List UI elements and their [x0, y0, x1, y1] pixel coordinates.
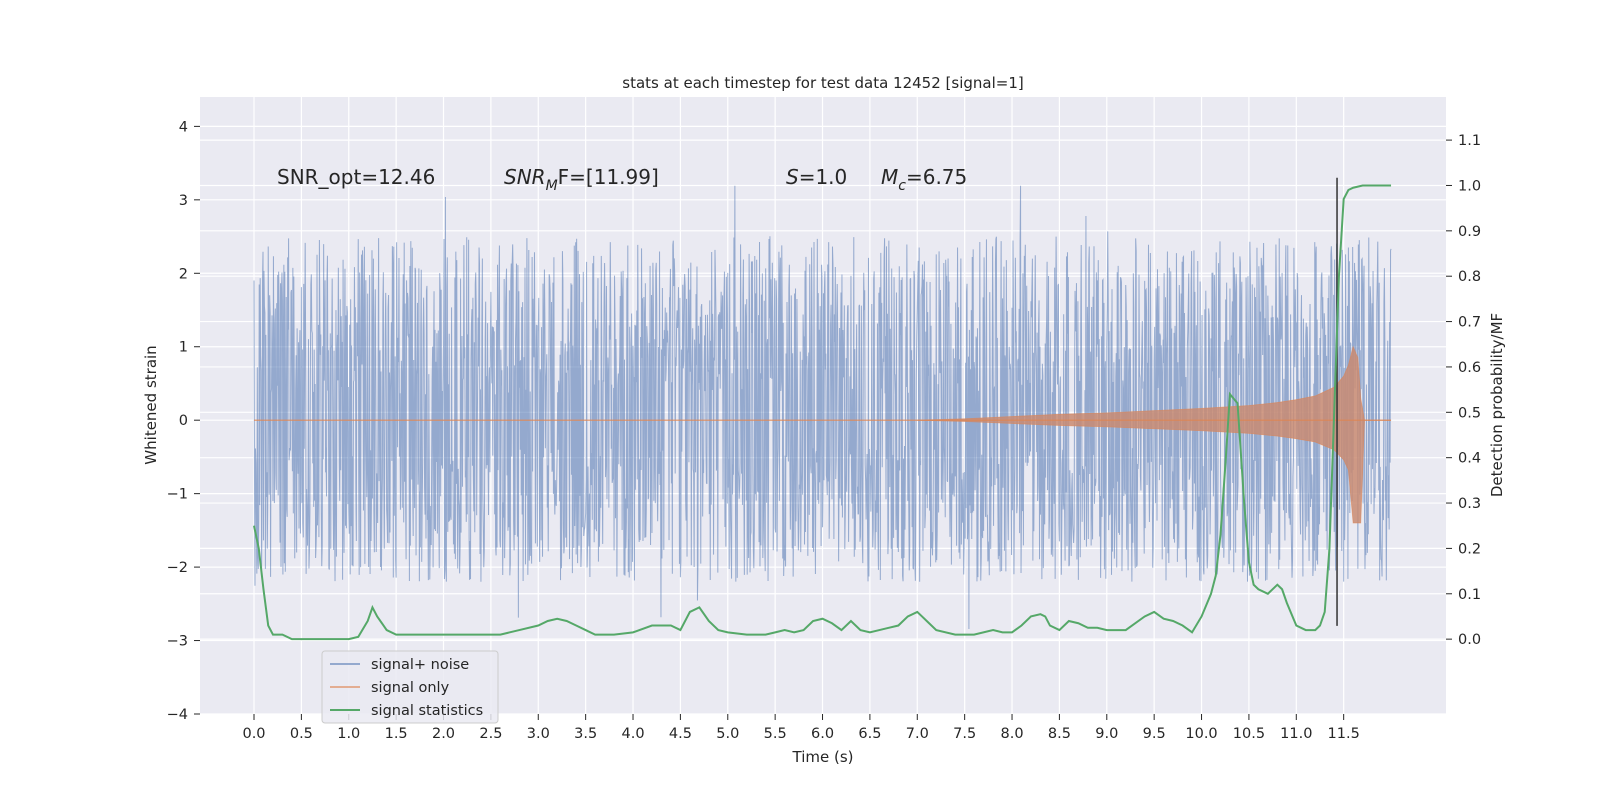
y2-tick-label: 0.8 [1458, 269, 1481, 285]
y2-tick-label: 0.7 [1458, 315, 1481, 331]
y-tick-label: 1 [179, 340, 188, 356]
x-tick-label: 2.0 [432, 726, 455, 742]
annotation-snr-mf-rest: F=[11.99] [558, 165, 659, 189]
annotation-snr-opt: SNR_opt=12.46 [277, 165, 435, 189]
y2-tick-label: 1.0 [1458, 178, 1481, 194]
chart-title: stats at each timestep for test data 124… [622, 74, 1023, 92]
annotation-mc-sub: c [898, 178, 906, 194]
y-tick-label: −1 [167, 487, 188, 503]
x-tick-label: 6.0 [811, 726, 834, 742]
x-tick-label: 10.0 [1185, 726, 1217, 742]
x-tick-label: 8.0 [1001, 726, 1024, 742]
x-tick-label: 1.5 [385, 726, 408, 742]
x-tick-label: 11.5 [1328, 726, 1360, 742]
series-area-signal-only [917, 345, 1392, 524]
y2-tick-label: 0.1 [1458, 587, 1481, 603]
legend[interactable]: signal+ noise signal only signal statist… [321, 650, 499, 724]
annotation-snr-mf-sub: M [546, 178, 558, 194]
x-tick-label: 1.0 [337, 726, 360, 742]
x-tick-label: 6.5 [858, 726, 881, 742]
y2-tick-label: 0.2 [1458, 541, 1481, 557]
y2-tick-label: 0.6 [1458, 360, 1481, 376]
noise-series [253, 185, 1392, 629]
y2-tick-label: 0.5 [1458, 405, 1481, 421]
x-tick-label: 9.0 [1095, 726, 1118, 742]
x-tick-label: 9.5 [1143, 726, 1166, 742]
statistics-series [253, 184, 1392, 641]
tick-labels: 0.0 0.5 1.0 1.5 2.0 2.5 3.0 3.5 4.0 4.5 5.0 5.5 6.0 6… [167, 119, 1481, 742]
x-tick-label: 7.0 [906, 726, 929, 742]
x-tick-label: 3.5 [574, 726, 597, 742]
annotation-s-value: =1.0 [799, 165, 848, 189]
annotation-mc-value: =6.75 [906, 165, 967, 189]
y2-tick-label: 0.0 [1458, 632, 1481, 648]
legend-label: signal statistics [371, 703, 483, 719]
legend-label: signal+ noise [371, 657, 469, 673]
annotation-s: S=1.0 [786, 165, 847, 189]
legend-box [321, 650, 499, 724]
x-tick-label: 3.0 [527, 726, 550, 742]
x-axis-label: Time (s) [792, 748, 854, 766]
y2-tick-label: 0.3 [1458, 496, 1481, 512]
y-tick-label: −3 [167, 634, 188, 650]
x-tick-label: 11.0 [1280, 726, 1312, 742]
y-tick-label: 2 [179, 266, 188, 282]
annotation-s-symbol: S [786, 165, 799, 189]
annotation-snr-mf-main: SNR [504, 165, 546, 189]
x-tick-label: 2.5 [479, 726, 502, 742]
x-tick-label: 8.5 [1048, 726, 1071, 742]
y2-tick-label: 0.9 [1458, 224, 1481, 240]
y-tick-label: 4 [179, 119, 188, 135]
y-axis-label: Whitened strain [142, 345, 160, 464]
y2-tick-label: 0.4 [1458, 451, 1481, 467]
annotation-mc: Mc=6.75 [881, 165, 967, 194]
x-tick-label: 10.5 [1233, 726, 1265, 742]
legend-label: signal only [371, 680, 450, 696]
x-tick-label: 7.5 [953, 726, 976, 742]
signal-series [254, 345, 1392, 524]
x-tick-label: 0.0 [242, 726, 265, 742]
x-tick-label: 0.5 [290, 726, 313, 742]
y-tick-label: 3 [179, 193, 188, 209]
y-tick-label: 0 [179, 413, 188, 429]
y-tick-label: −4 [167, 707, 188, 723]
series-line-signal-noise [253, 185, 1392, 629]
legend-item: signal statistics [330, 703, 483, 719]
legend-item: signal+ noise [330, 657, 469, 673]
x-tick-label: 5.5 [764, 726, 787, 742]
x-tick-label: 5.0 [716, 726, 739, 742]
y2-tick-label: 1.1 [1458, 133, 1481, 149]
y2-axis-label: Detection probability/MF [1488, 313, 1506, 497]
x-tick-label: 4.0 [621, 726, 644, 742]
annotation-mc-symbol: M [881, 165, 898, 189]
legend-item: signal only [330, 680, 450, 696]
x-tick-label: 4.5 [669, 726, 692, 742]
annotations: SNR_opt=12.46 SNRMF=[11.99] S=1.0 Mc=6.7… [277, 165, 967, 194]
y-tick-label: −2 [167, 560, 188, 576]
annotation-snr-mf: SNRMF=[11.99] [504, 165, 659, 194]
series-line-signal-statistics [253, 184, 1392, 641]
